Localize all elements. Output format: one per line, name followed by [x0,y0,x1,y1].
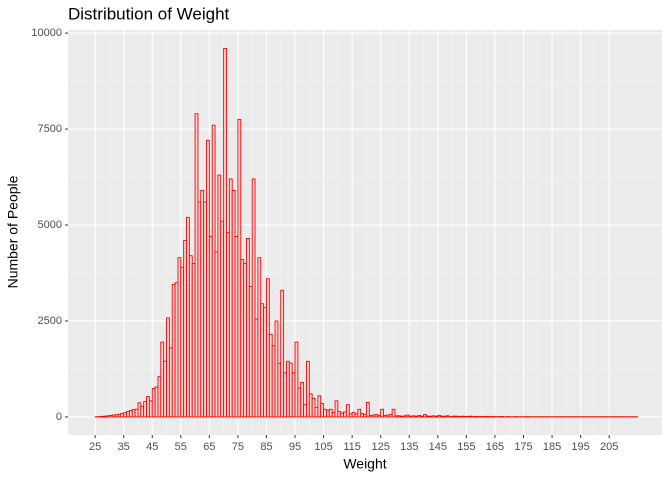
bar [300,381,305,418]
bar [365,401,370,418]
x-tick-label: 95 [289,441,301,453]
x-tick-label: 155 [457,441,475,453]
x-tick-label: 115 [343,441,361,453]
y-tick-label: 7500 [38,123,62,135]
x-tick-label: 125 [372,441,390,453]
bar [380,408,385,418]
bar [251,178,256,418]
bar [306,360,310,418]
x-tick-label: 65 [203,441,215,453]
x-tick-label: 25 [89,441,101,453]
x-tick-label: 145 [429,441,447,453]
y-tick-label: 0 [56,411,62,423]
x-tick-label: 165 [486,441,504,453]
panel [68,30,662,435]
y-tick-label: 5000 [38,219,62,231]
bar [280,289,285,418]
x-tick-label: 195 [571,441,589,453]
x-tick-label: 75 [232,441,244,453]
y-tick-label: 10000 [31,27,62,39]
bar [294,341,299,418]
x-tick-label: 135 [400,441,418,453]
x-tick-label: 185 [543,441,561,453]
x-tick-label: 205 [600,441,618,453]
y-tick-label: 2500 [38,315,62,327]
x-tick-label: 35 [118,441,130,453]
x-tick-label: 45 [146,441,158,453]
bar [345,404,350,418]
x-axis-label: Weight [343,456,386,472]
x-tick-label: 55 [175,441,187,453]
x-tick-label: 175 [514,441,532,453]
bar [334,400,339,418]
x-tick-label: 85 [260,441,272,453]
x-tick-label: 105 [314,441,332,453]
y-axis-label: Number of People [5,175,21,288]
chart-title: Distribution of Weight [68,4,230,23]
bar [391,408,396,418]
